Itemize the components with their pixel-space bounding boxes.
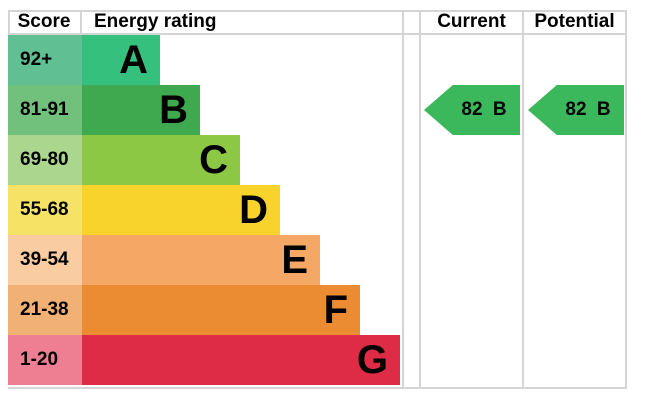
rating-letter-d: D: [239, 188, 268, 232]
header-bottom-border: [8, 33, 627, 35]
table-top-border: [8, 10, 627, 12]
band-row-b: 81-91 B: [8, 85, 638, 135]
table-bottom-border: [8, 387, 627, 389]
band-row-e: 39-54 E: [8, 235, 638, 285]
rating-letter-c: C: [199, 138, 228, 182]
score-column-divider: [80, 10, 82, 35]
band-row-f: 21-38 F: [8, 285, 638, 335]
current-column-left-border: [419, 10, 421, 389]
rating-letter-e: E: [281, 238, 308, 282]
potential-header: Potential: [534, 11, 615, 32]
rating-letter-g: G: [356, 338, 388, 382]
header-left-border: [8, 10, 10, 35]
rating-bar-b: B: [82, 85, 200, 135]
score-range-f: 21-38: [8, 285, 82, 335]
energy-rating-header: Energy rating: [94, 11, 217, 32]
rating-letter-a: A: [119, 38, 148, 82]
band-row-d: 55-68 D: [8, 185, 638, 235]
score-range-a: 92+: [8, 35, 82, 85]
current-rating-label: 82 B: [461, 99, 507, 120]
rating-bar-c: C: [82, 135, 240, 185]
rating-bar-g: G: [82, 335, 400, 385]
score-header: Score: [17, 11, 71, 32]
score-range-c: 69-80: [8, 135, 82, 185]
band-row-g: 1-20 G: [8, 335, 638, 385]
rating-bar-d: D: [82, 185, 280, 235]
band-row-a: 92+ A: [8, 35, 638, 85]
current-potential-divider: [522, 10, 524, 389]
potential-rating-label: 82 B: [565, 99, 611, 120]
energy-column-right-border: [402, 10, 404, 389]
rating-bar-f: F: [82, 285, 360, 335]
score-range-e: 39-54: [8, 235, 82, 285]
table-right-border: [625, 10, 627, 389]
rating-letter-f: F: [323, 288, 348, 332]
rating-bar-e: E: [82, 235, 320, 285]
band-row-c: 69-80 C: [8, 135, 638, 185]
score-range-g: 1-20: [8, 335, 82, 385]
current-header: Current: [437, 11, 506, 32]
rating-bar-a: A: [82, 35, 160, 85]
score-range-d: 55-68: [8, 185, 82, 235]
rating-letter-b: B: [159, 88, 188, 132]
score-range-b: 81-91: [8, 85, 82, 135]
